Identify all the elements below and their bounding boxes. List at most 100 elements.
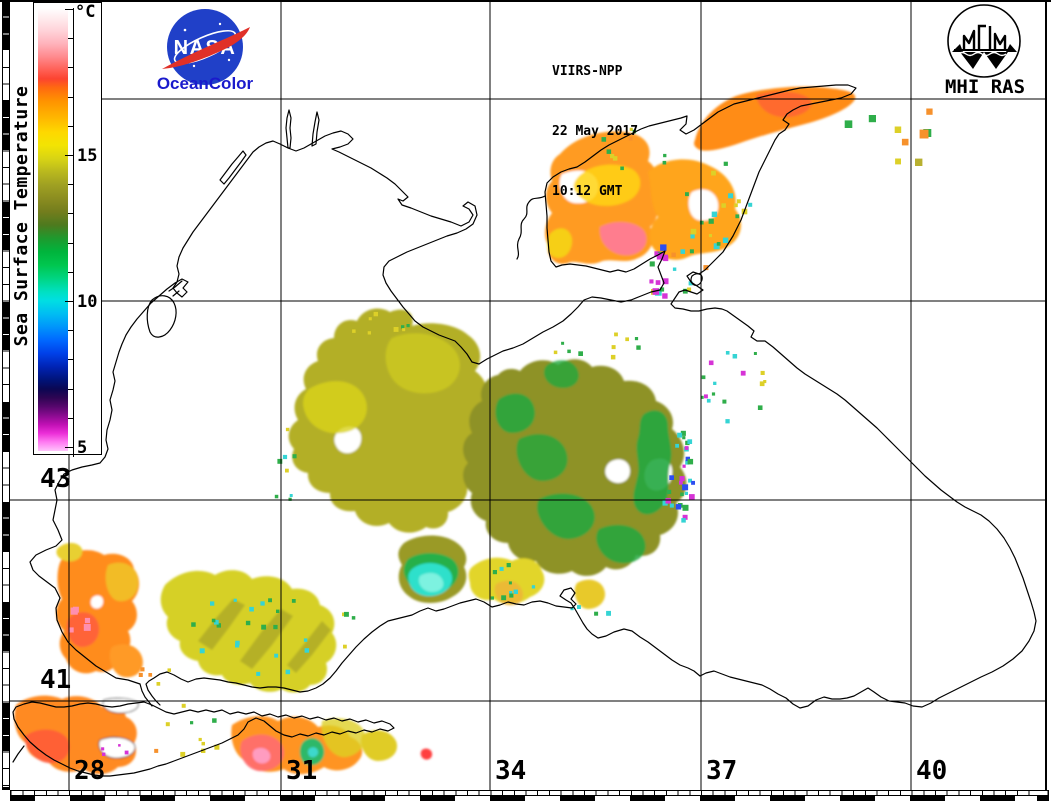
sst-speck <box>344 611 349 617</box>
sst-speck <box>682 484 689 491</box>
sst-patch-upwelling-core <box>418 572 444 592</box>
sst-speck <box>703 265 709 271</box>
sst-speck <box>760 370 765 375</box>
coastline-path-5 <box>311 111 320 147</box>
sst-speck <box>740 370 746 376</box>
sst-speck <box>721 203 726 208</box>
sst-speck <box>567 349 571 354</box>
longitude-ruler <box>10 790 1049 801</box>
sst-speck <box>704 394 708 399</box>
colorbar-tick <box>68 388 73 390</box>
mhi-wave-left <box>960 52 984 69</box>
colorbar-tick <box>65 447 73 448</box>
sst-speck <box>679 480 683 485</box>
sst-patch-central-green-band <box>633 410 672 515</box>
sst-speck <box>201 748 206 753</box>
sst-speck <box>677 432 683 438</box>
nasa-globe <box>167 9 243 85</box>
colorbar-axis <box>73 8 74 457</box>
sst-speck <box>181 703 186 708</box>
sst-patch-coast-cluster-2 <box>574 579 606 609</box>
sst-specks-layer <box>68 108 933 757</box>
sst-speck <box>763 380 767 384</box>
sst-speck <box>102 752 106 756</box>
sst-speck <box>198 737 202 742</box>
sst-speck <box>285 468 289 473</box>
sst-patch-marmara-cyan-dot <box>307 747 319 758</box>
sst-speck <box>276 609 280 613</box>
sst-speck <box>682 504 689 511</box>
sst-speck <box>606 610 611 616</box>
sst-speck <box>656 252 664 260</box>
sst-speck <box>680 249 686 254</box>
coastline-path-8 <box>168 280 183 297</box>
sst-patch-marmara-red-dot <box>420 748 433 760</box>
sst-speck <box>303 638 308 642</box>
sst-patches-layer <box>14 86 856 775</box>
sst-patch-marmara-west-red <box>24 729 70 764</box>
sst-patch-west-hole <box>90 595 104 609</box>
sst-speck <box>601 137 607 142</box>
sst-speck <box>919 129 929 139</box>
sst-speck <box>492 570 497 575</box>
sst-speck <box>628 136 633 141</box>
sst-speck <box>610 354 616 360</box>
sst-speck <box>373 311 378 317</box>
sst-speck <box>708 234 712 238</box>
colorbar-tick <box>68 184 73 186</box>
longitude-label-37: 37 <box>706 756 738 786</box>
sst-patch-central-green-2 <box>516 434 568 481</box>
sst-speck <box>612 156 618 161</box>
sst-speck <box>499 566 504 571</box>
longitude-label-40: 40 <box>916 756 948 786</box>
sst-speck <box>368 317 372 321</box>
colorbar-tick <box>68 213 73 215</box>
sst-speck <box>699 220 704 225</box>
sst-patch-central-green-5 <box>544 360 579 389</box>
sst-speck <box>748 202 753 207</box>
coastline-path-10 <box>12 745 25 763</box>
sst-speck <box>757 405 763 410</box>
sst-speck <box>684 491 688 495</box>
sst-speck <box>268 598 272 603</box>
sst-speck <box>736 199 741 204</box>
sst-speck <box>895 158 901 165</box>
sst-speck <box>594 611 599 616</box>
mhi-ras-logo <box>947 4 1021 78</box>
colorbar-unit-label: °C <box>75 2 96 22</box>
sst-speck <box>285 669 291 675</box>
sst-patch-central-hole-2 <box>605 459 630 483</box>
sst-speck <box>140 667 145 672</box>
mhi-ras-wordmark: MHI RAS <box>944 76 1026 98</box>
mhi-circle <box>947 4 1021 78</box>
graticule-layer <box>10 2 1046 790</box>
header-satellite: VIIRS-NPP <box>552 64 623 79</box>
sst-speck <box>711 211 718 217</box>
sst-speck <box>211 618 216 623</box>
sst-speck <box>901 138 909 146</box>
sst-patch-marmara-east-yellow-2 <box>360 730 398 761</box>
sst-speck <box>83 624 91 631</box>
sst-patch-azov-east-hole <box>688 189 719 221</box>
sst-patch-west-red <box>66 612 100 647</box>
sst-speck <box>687 287 692 292</box>
header-block: VIIRS-NPP 22 May 2017 10:12 GMT <box>552 22 638 242</box>
sst-speck <box>649 279 654 284</box>
colorbar-panel: 15 10 5 °C <box>33 2 102 458</box>
colorbar-tick <box>65 301 73 302</box>
sst-speck <box>282 454 288 460</box>
sst-speck <box>561 341 565 345</box>
sst-speck <box>723 161 728 166</box>
sst-speck <box>675 504 682 510</box>
sst-speck <box>663 255 669 262</box>
sst-speck <box>708 218 714 224</box>
nasa-logo: NASA <box>162 9 250 85</box>
sst-speck <box>632 129 637 134</box>
sst-speck <box>625 337 629 342</box>
sst-speck <box>722 399 727 404</box>
sst-speck <box>180 751 186 757</box>
coastline-path-3 <box>219 150 247 185</box>
colorbar-gradient <box>38 8 68 451</box>
sst-speck <box>401 325 405 329</box>
